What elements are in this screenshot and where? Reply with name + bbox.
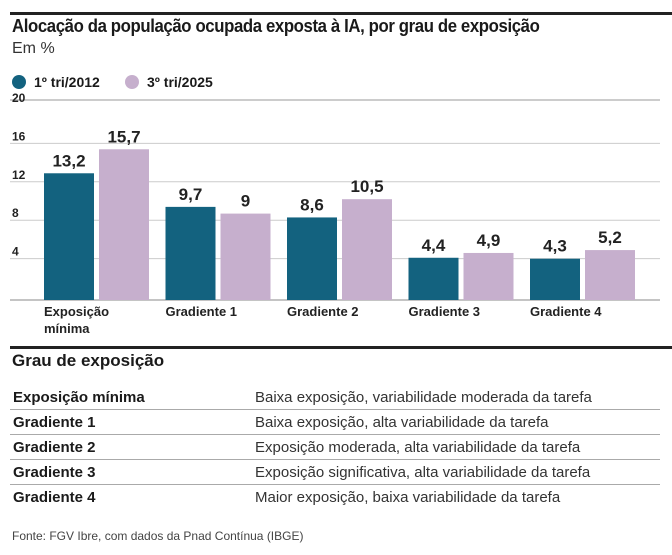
exposure-level: Gradiente 1 [13, 414, 96, 431]
bar [342, 199, 392, 300]
table-row: Gradiente 1 Baixa exposição, alta variabi… [10, 410, 660, 435]
data-label: 9 [241, 192, 250, 211]
x-tick-label: Gradiente 2 [287, 304, 359, 319]
table-row: Gradiente 4 Maior exposição, baixa variab… [10, 485, 660, 509]
data-label: 9,7 [179, 185, 203, 204]
exposure-level: Gradiente 2 [13, 439, 96, 456]
table-row: Gradiente 3 Exposição significativa, alta… [10, 460, 660, 485]
legend-label: 3º tri/2025 [147, 74, 213, 90]
table-row: Exposição mínima Baixa exposição, variabi… [10, 385, 660, 410]
exposure-description: Baixa exposição, variabilidade moderada … [255, 389, 592, 406]
table-rule [10, 346, 672, 349]
data-label: 4,4 [422, 236, 446, 255]
x-tick-label: Exposição [44, 304, 109, 319]
y-tick-label: 8 [12, 206, 19, 220]
exposure-description: Baixa exposição, alta variabilidade da t… [255, 414, 549, 431]
bar [408, 257, 459, 300]
legend-label: 1º tri/2012 [34, 74, 100, 90]
legend-swatch-icon [125, 75, 139, 89]
bar [585, 250, 635, 300]
data-label: 4,9 [477, 231, 501, 250]
bar [220, 213, 271, 300]
chart-subtitle: Em % [12, 40, 55, 57]
x-tick-label: mínima [44, 321, 90, 336]
y-tick-label: 16 [12, 129, 26, 143]
bar [463, 252, 514, 300]
legend-item-2025: 3º tri/2025 [125, 74, 213, 90]
x-tick-label: Gradiente 3 [409, 304, 481, 319]
data-label: 8,6 [300, 195, 324, 214]
top-rule [10, 12, 672, 15]
data-label: 5,2 [598, 228, 622, 247]
bar [165, 206, 216, 300]
legend-item-2012: 1º tri/2012 [12, 74, 100, 90]
data-label: 4,3 [543, 237, 567, 256]
bar [99, 149, 149, 300]
x-tick-label: Gradiente 1 [166, 304, 238, 319]
data-label: 10,5 [350, 177, 383, 196]
y-tick-label: 4 [12, 245, 19, 259]
data-label: 13,2 [52, 151, 85, 170]
exposure-level: Gradiente 3 [13, 464, 96, 481]
table-row: Gradiente 2 Exposição moderada, alta vari… [10, 435, 660, 460]
y-tick-label: 20 [12, 91, 26, 105]
data-label: 15,7 [107, 127, 140, 146]
exposure-level: Exposição mínima [13, 389, 145, 406]
y-tick-label: 12 [12, 168, 26, 182]
chart-title: Alocação da população ocupada exposta à … [12, 16, 540, 36]
exposure-description: Maior exposição, baixa variabilidade da … [255, 489, 561, 506]
x-tick-label: Gradiente 4 [530, 304, 602, 319]
bar [44, 173, 94, 300]
exposure-description: Exposição moderada, alta variabilidade d… [255, 439, 581, 456]
exposure-level: Gradiente 4 [13, 489, 96, 506]
table-title: Grau de exposição [12, 351, 165, 370]
bar [530, 258, 580, 300]
bar [287, 217, 337, 300]
legend-swatch-icon [12, 75, 26, 89]
bar-chart: 4 8 12 16 20 13,2 15,7 Exposição mínima 9,7 9 Gradi… [10, 91, 660, 336]
exposure-description: Exposição significativa, alta variabilid… [255, 464, 591, 481]
source-note: Fonte: FGV Ibre, com dados da Pnad Contí… [12, 529, 304, 543]
